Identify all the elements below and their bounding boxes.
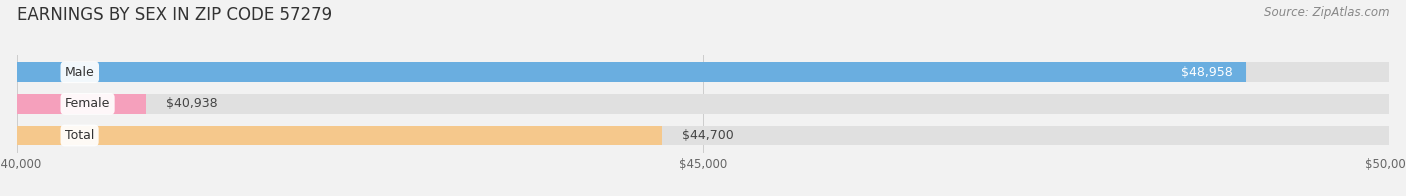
Text: EARNINGS BY SEX IN ZIP CODE 57279: EARNINGS BY SEX IN ZIP CODE 57279 bbox=[17, 6, 332, 24]
Text: Female: Female bbox=[65, 97, 110, 110]
Bar bbox=[17, 126, 662, 145]
Bar bbox=[17, 63, 1389, 82]
Bar bbox=[17, 94, 1389, 114]
Text: $44,700: $44,700 bbox=[682, 129, 734, 142]
Bar bbox=[17, 63, 1246, 82]
Bar bbox=[17, 94, 146, 114]
Text: Total: Total bbox=[65, 129, 94, 142]
Text: $40,938: $40,938 bbox=[166, 97, 218, 110]
Text: Source: ZipAtlas.com: Source: ZipAtlas.com bbox=[1264, 6, 1389, 19]
Text: $48,958: $48,958 bbox=[1181, 66, 1233, 79]
Text: Male: Male bbox=[65, 66, 94, 79]
Bar bbox=[17, 126, 1389, 145]
